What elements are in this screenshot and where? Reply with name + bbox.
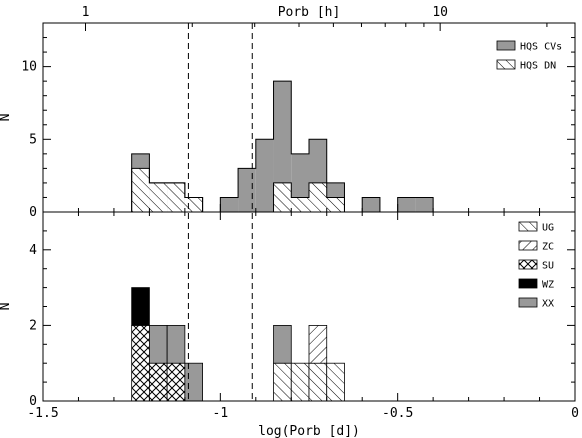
- x-tick-label: -0.5: [382, 406, 413, 421]
- upper-legend-label: HQS DN: [520, 61, 556, 72]
- top-tick-label: 10: [432, 5, 448, 20]
- bar-hqs-cvs: [255, 139, 274, 212]
- reference-lines: [187, 23, 253, 401]
- bar-hqs-dn: [167, 182, 185, 212]
- lower-legend-swatch: [518, 278, 538, 289]
- lower-legend-swatch: [518, 240, 538, 251]
- bar-hqs-cvs: [238, 168, 256, 212]
- lower-legend-swatch: [518, 297, 538, 308]
- y-axis-label-lower: N: [0, 303, 13, 311]
- bar-hqs-dn: [326, 197, 345, 212]
- legends: HQS CVs HQS DN UG ZC SU WZ XX: [496, 40, 562, 310]
- bar-hqs-dn: [291, 197, 309, 212]
- x-tick-label: 0: [571, 406, 579, 421]
- axis-labels: -1.5 -1 -0.5 0 log(Porb [d]) 1 10 Porb [h] 0 5 10 0…: [0, 5, 579, 438]
- bar-su: [148, 362, 168, 402]
- axis-ticks: [42, 22, 576, 402]
- y-tick-label-lower: 2: [29, 318, 37, 333]
- bar-ug: [290, 362, 310, 402]
- lower-legend-swatch: [518, 221, 538, 232]
- bar-su: [166, 362, 186, 402]
- upper-legend-swatch: [496, 40, 516, 51]
- y-tick-label-lower: 0: [29, 394, 37, 409]
- lower-legend-label: XX: [542, 299, 554, 310]
- bar-xx: [273, 324, 292, 364]
- top-axis-label: Porb [h]: [278, 5, 341, 20]
- upper-legend-label: HQS CVs: [520, 42, 562, 53]
- x-tick-label: -1: [213, 406, 229, 421]
- bar-xx: [166, 324, 186, 364]
- lower-legend-swatch: [518, 259, 538, 270]
- y-tick-label-lower: 4: [29, 243, 37, 258]
- bar-xx: [184, 362, 204, 402]
- lower-legend-label: SU: [542, 261, 554, 272]
- bar-ug: [326, 362, 345, 402]
- bar-hqs-cvs: [273, 81, 292, 213]
- top-tick-label: 1: [82, 5, 90, 20]
- y-tick-label-upper: 5: [29, 132, 37, 147]
- bar-zc: [308, 324, 328, 364]
- y-tick-label-upper: 10: [21, 60, 37, 75]
- x-tick-label: -1.5: [27, 406, 58, 421]
- lower-legend-label: WZ: [542, 280, 554, 291]
- upper-panel: [131, 80, 434, 213]
- lower-legend-label: ZC: [542, 242, 554, 253]
- x-axis-label: log(Porb [d]): [258, 424, 360, 438]
- bar-ug: [273, 362, 292, 402]
- lower-legend-label: UG: [542, 223, 554, 234]
- outline-hqs-dn: [131, 167, 345, 212]
- bar-xx: [148, 324, 168, 364]
- bar-su: [131, 324, 150, 402]
- upper-legend-swatch: [496, 59, 516, 70]
- bar-hqs-cvs: [397, 197, 416, 212]
- bar-hqs-dn: [131, 168, 150, 212]
- bar-ug: [308, 362, 328, 402]
- lower-panel: [131, 287, 345, 402]
- bar-hqs-dn: [309, 182, 327, 212]
- bar-hqs-cvs: [362, 197, 380, 212]
- bar-hqs-dn: [184, 197, 203, 212]
- bar-hqs-dn: [273, 182, 292, 212]
- bar-hqs-cvs: [415, 197, 434, 212]
- y-tick-label-upper: 0: [29, 205, 37, 220]
- bar-wz: [131, 287, 150, 326]
- bar-hqs-dn: [149, 182, 168, 212]
- bar-hqs-cvs: [220, 197, 239, 212]
- y-axis-label-upper: N: [0, 114, 13, 122]
